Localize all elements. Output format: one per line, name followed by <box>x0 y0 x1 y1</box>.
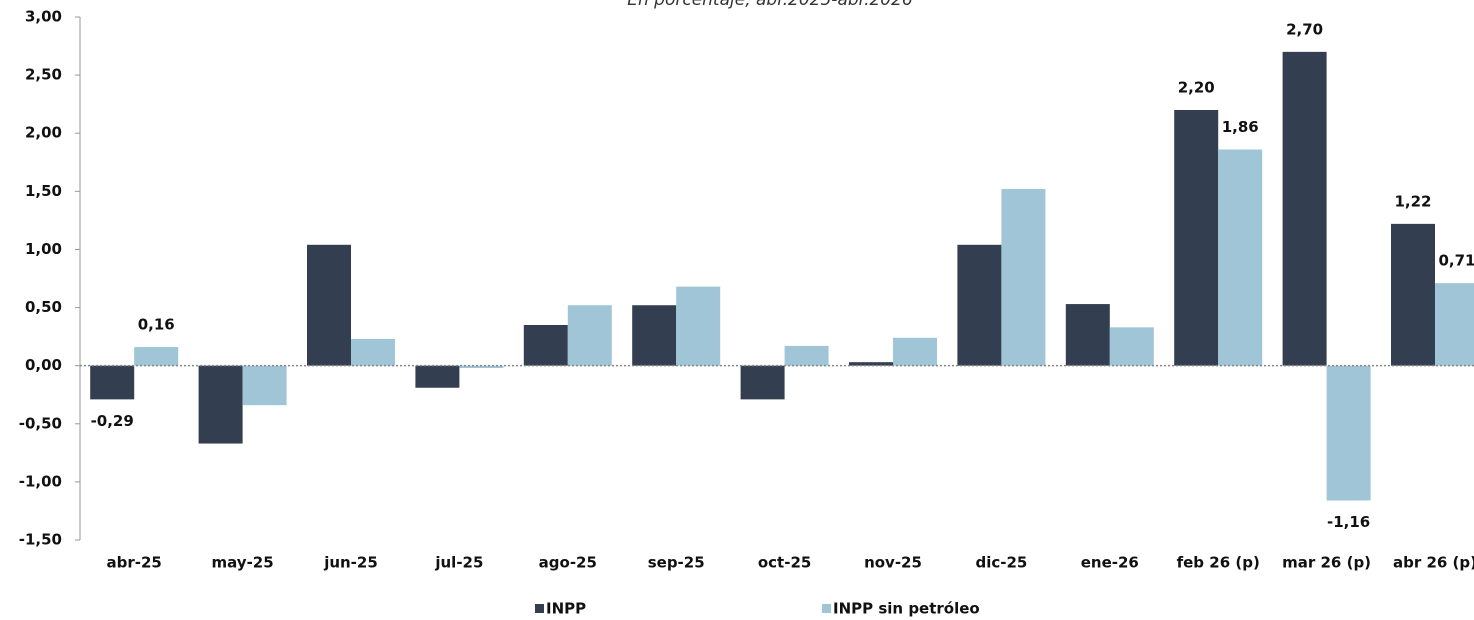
y-tick-label: 2,50 <box>25 66 62 84</box>
x-tick-label: feb 26 (p) <box>1177 554 1260 572</box>
bar <box>134 347 179 366</box>
x-tick-label: ene-26 <box>1081 554 1139 572</box>
bar <box>849 362 893 366</box>
value-label: 0,16 <box>138 316 175 334</box>
value-label: 0,71 <box>1438 252 1474 270</box>
bar <box>632 305 677 366</box>
bar <box>1218 149 1263 366</box>
bar <box>242 365 287 406</box>
bar <box>1109 327 1154 366</box>
bar <box>1326 365 1371 501</box>
x-tick-label: nov-25 <box>864 554 922 572</box>
x-tick-label: jul-25 <box>434 554 483 572</box>
x-tick-label: abr 26 (p) <box>1393 554 1474 572</box>
x-tick-label: dic-25 <box>975 554 1027 572</box>
y-tick-label: 1,50 <box>25 182 62 200</box>
bar <box>676 286 721 366</box>
legend-label: INPP <box>546 600 586 618</box>
bar <box>1391 223 1435 366</box>
legend-label: INPP sin petróleo <box>833 600 980 618</box>
value-label: 1,86 <box>1222 118 1259 136</box>
bar <box>1065 304 1110 366</box>
bar <box>1282 51 1327 366</box>
bar <box>307 244 351 366</box>
legend-swatch <box>535 604 544 613</box>
x-tick-label: mar 26 (p) <box>1282 554 1371 572</box>
value-label: -0,29 <box>91 412 134 430</box>
y-tick-label: 0,50 <box>25 298 62 316</box>
bar <box>893 337 937 366</box>
legend-swatch <box>822 604 831 613</box>
bar <box>459 365 504 368</box>
bar <box>740 365 785 400</box>
value-label: 2,70 <box>1286 20 1323 38</box>
y-tick-label: -1,50 <box>19 531 62 549</box>
x-tick-label: abr-25 <box>107 554 162 572</box>
y-tick-label: 3,00 <box>25 8 62 26</box>
bar <box>198 365 243 444</box>
x-tick-label: ago-25 <box>539 554 597 572</box>
bar <box>351 338 395 366</box>
value-label: 1,22 <box>1394 192 1431 210</box>
x-tick-label: oct-25 <box>758 554 811 572</box>
y-tick-label: -0,50 <box>19 414 62 432</box>
y-tick-label: 1,00 <box>25 240 62 258</box>
bar <box>1435 283 1474 366</box>
bar <box>957 244 1002 366</box>
bar <box>1174 109 1219 366</box>
chart-subtitle: En porcentaje, abr.2025-abr.2026 <box>627 0 913 10</box>
x-tick-label: jun-25 <box>323 554 378 572</box>
x-tick-label: sep-25 <box>648 554 705 572</box>
bar <box>784 345 829 366</box>
bar <box>90 365 135 400</box>
bar <box>523 324 568 366</box>
bar <box>415 365 460 388</box>
value-label: 2,20 <box>1178 78 1215 96</box>
y-tick-label: 0,00 <box>25 356 62 374</box>
value-label: -1,16 <box>1327 513 1370 531</box>
x-tick-label: may-25 <box>212 554 274 572</box>
bar <box>567 305 612 366</box>
y-tick-label: 2,00 <box>25 124 62 142</box>
y-tick-label: -1,00 <box>19 472 62 490</box>
bar <box>1001 189 1046 366</box>
